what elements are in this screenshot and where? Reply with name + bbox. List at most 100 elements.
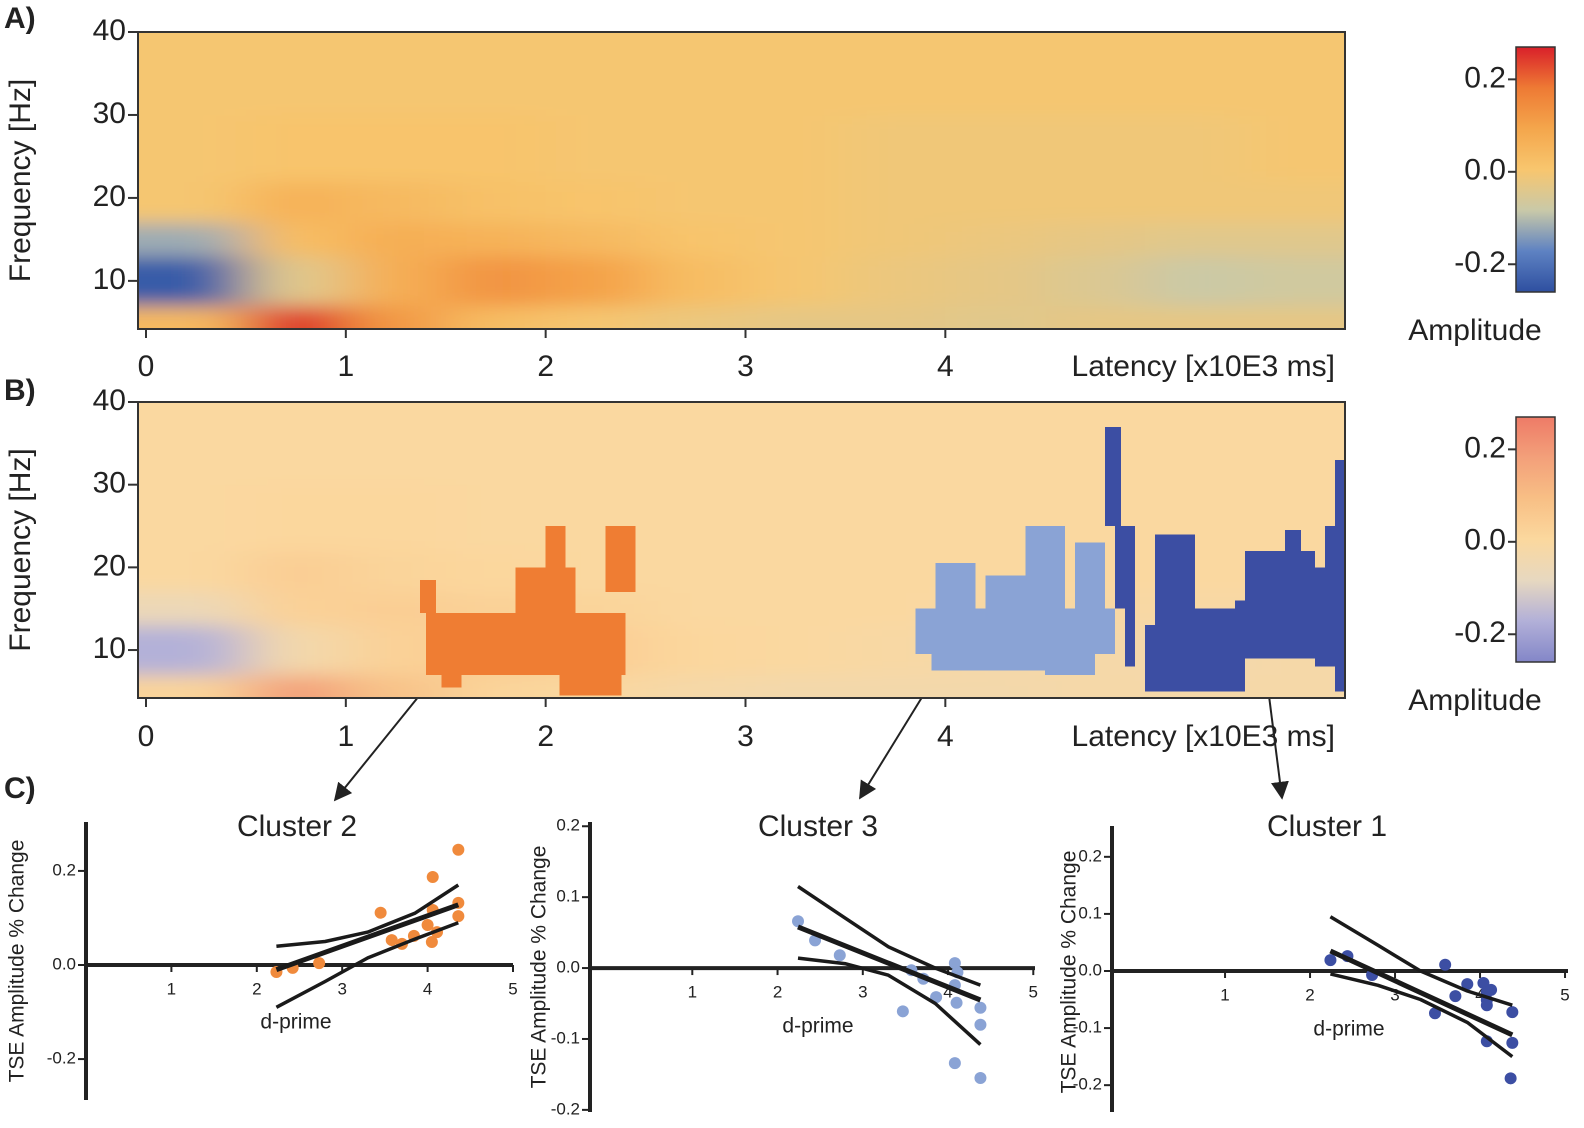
heatmap-cell	[245, 114, 347, 182]
y-tick-label: 0.1	[556, 887, 580, 906]
colorbar-tick-label: 0.0	[1464, 524, 1506, 557]
heatmap-cell	[245, 222, 347, 257]
cluster-region	[985, 575, 1026, 609]
heatmap-cell	[345, 114, 447, 182]
heatmap-cell	[445, 484, 547, 552]
heatmap-cell	[745, 592, 846, 626]
heatmap-cell	[445, 114, 547, 182]
heatmap-cell	[1045, 305, 1146, 329]
scatter-point	[974, 1001, 987, 1014]
x-tick-label: 4	[937, 720, 954, 753]
heatmap-cell	[845, 114, 946, 182]
scatter-point	[930, 991, 943, 1004]
y-tick-label: -0.2	[551, 1099, 580, 1118]
x-tick-label: 1	[167, 979, 176, 998]
y-tick-label: 0.2	[52, 860, 76, 879]
x-tick-label: 3	[737, 720, 754, 753]
heatmap-cell	[845, 402, 946, 486]
heatmap-cell	[845, 550, 946, 593]
confidence-line	[1329, 972, 1514, 1058]
x-tick-label: 0	[138, 350, 155, 383]
scatter-point	[833, 949, 846, 962]
heatmap-cell	[1045, 255, 1146, 307]
chart-title: Cluster 2	[237, 810, 357, 843]
heatmap-cell	[138, 305, 247, 329]
y-axis-label: TSE Amplitude % Change	[528, 846, 551, 1089]
cluster-region	[1125, 608, 1136, 667]
heatmap-cell	[445, 181, 547, 224]
scatter-point	[426, 871, 439, 884]
heatmap-cell	[945, 222, 1046, 257]
x-tick-label: 4	[943, 983, 952, 1002]
plot-border	[137, 31, 1346, 330]
heatmap-cell	[1045, 114, 1146, 182]
heatmap-cell	[745, 32, 846, 116]
x-axis-label: d-prime	[782, 1015, 853, 1038]
heatmap-cell	[745, 674, 846, 698]
heatmap-cell	[1245, 114, 1345, 182]
heatmap-cell	[1145, 402, 1246, 486]
colorbar-label: Amplitude	[1408, 314, 1541, 347]
x-tick-label: 4	[423, 979, 432, 998]
y-axis-label: TSE Amplitude % Change	[6, 840, 29, 1083]
scatter-point	[452, 843, 465, 856]
chart-title: Cluster 1	[1267, 810, 1387, 843]
fit-line	[275, 902, 460, 973]
y-tick-label: 0.0	[52, 954, 76, 973]
heatmap-cell	[645, 222, 746, 257]
scatter-point	[1477, 976, 1490, 989]
cluster-region	[545, 526, 566, 568]
heatmap-cell	[1245, 402, 1345, 486]
x-tick-label: 3	[1390, 985, 1399, 1004]
confidence-line	[275, 921, 459, 1009]
heatmap-cell	[245, 550, 347, 593]
scatter-point	[1439, 958, 1452, 971]
heatmap-cell	[645, 402, 746, 486]
cluster-region	[1325, 526, 1336, 568]
colorbar-tick-label: -0.2	[1454, 246, 1506, 279]
x-tick-label: 1	[688, 983, 697, 1002]
heatmap-cell	[645, 32, 746, 116]
confidence-line	[797, 956, 982, 1046]
x-axis-label: Latency [x10E3 ms]	[1072, 720, 1335, 753]
heatmap-cell	[138, 592, 247, 626]
heatmap-cell	[138, 181, 247, 224]
x-tick-label: 5	[1560, 985, 1569, 1004]
heatmap-cell	[345, 484, 447, 552]
colorbar	[1515, 416, 1556, 663]
heatmap-cell	[138, 625, 247, 676]
scatter-point	[896, 1005, 909, 1018]
cluster-region	[1075, 542, 1106, 609]
x-axis-label: d-prime	[1313, 1018, 1384, 1041]
heatmap-cell	[945, 255, 1046, 307]
y-tick-label: -0.2	[47, 1049, 76, 1068]
heatmap-cell	[745, 305, 846, 329]
heatmap-cell	[845, 255, 946, 307]
cluster-region	[605, 526, 636, 593]
cluster	[419, 526, 636, 696]
heatmap-cell	[545, 222, 647, 257]
heatmap-cell	[345, 674, 447, 698]
y-tick-label: 10	[93, 632, 126, 665]
heatmap-cell	[845, 32, 946, 116]
scatter-point	[425, 935, 438, 948]
heatmap-cell	[845, 484, 946, 552]
x-tick-label: 1	[337, 350, 354, 383]
y-tick-label: 0.2	[1078, 846, 1102, 865]
y-tick-label: 0.1	[1078, 903, 1102, 922]
heatmap-cell	[545, 402, 647, 486]
fit-line	[797, 924, 982, 1003]
cluster-region	[515, 567, 576, 613]
scatter-point	[1506, 1006, 1519, 1019]
scatter-point	[1324, 954, 1337, 967]
cluster-region	[441, 674, 462, 688]
heatmap-cell	[445, 222, 547, 257]
cluster-region	[1115, 526, 1136, 609]
heatmap-cell	[645, 550, 746, 593]
heatmap-cell	[245, 625, 347, 676]
y-tick-label: 40	[93, 14, 126, 47]
heatmap-cell	[645, 674, 746, 698]
heatmap-cell	[245, 32, 347, 116]
cluster-region	[1285, 530, 1302, 551]
